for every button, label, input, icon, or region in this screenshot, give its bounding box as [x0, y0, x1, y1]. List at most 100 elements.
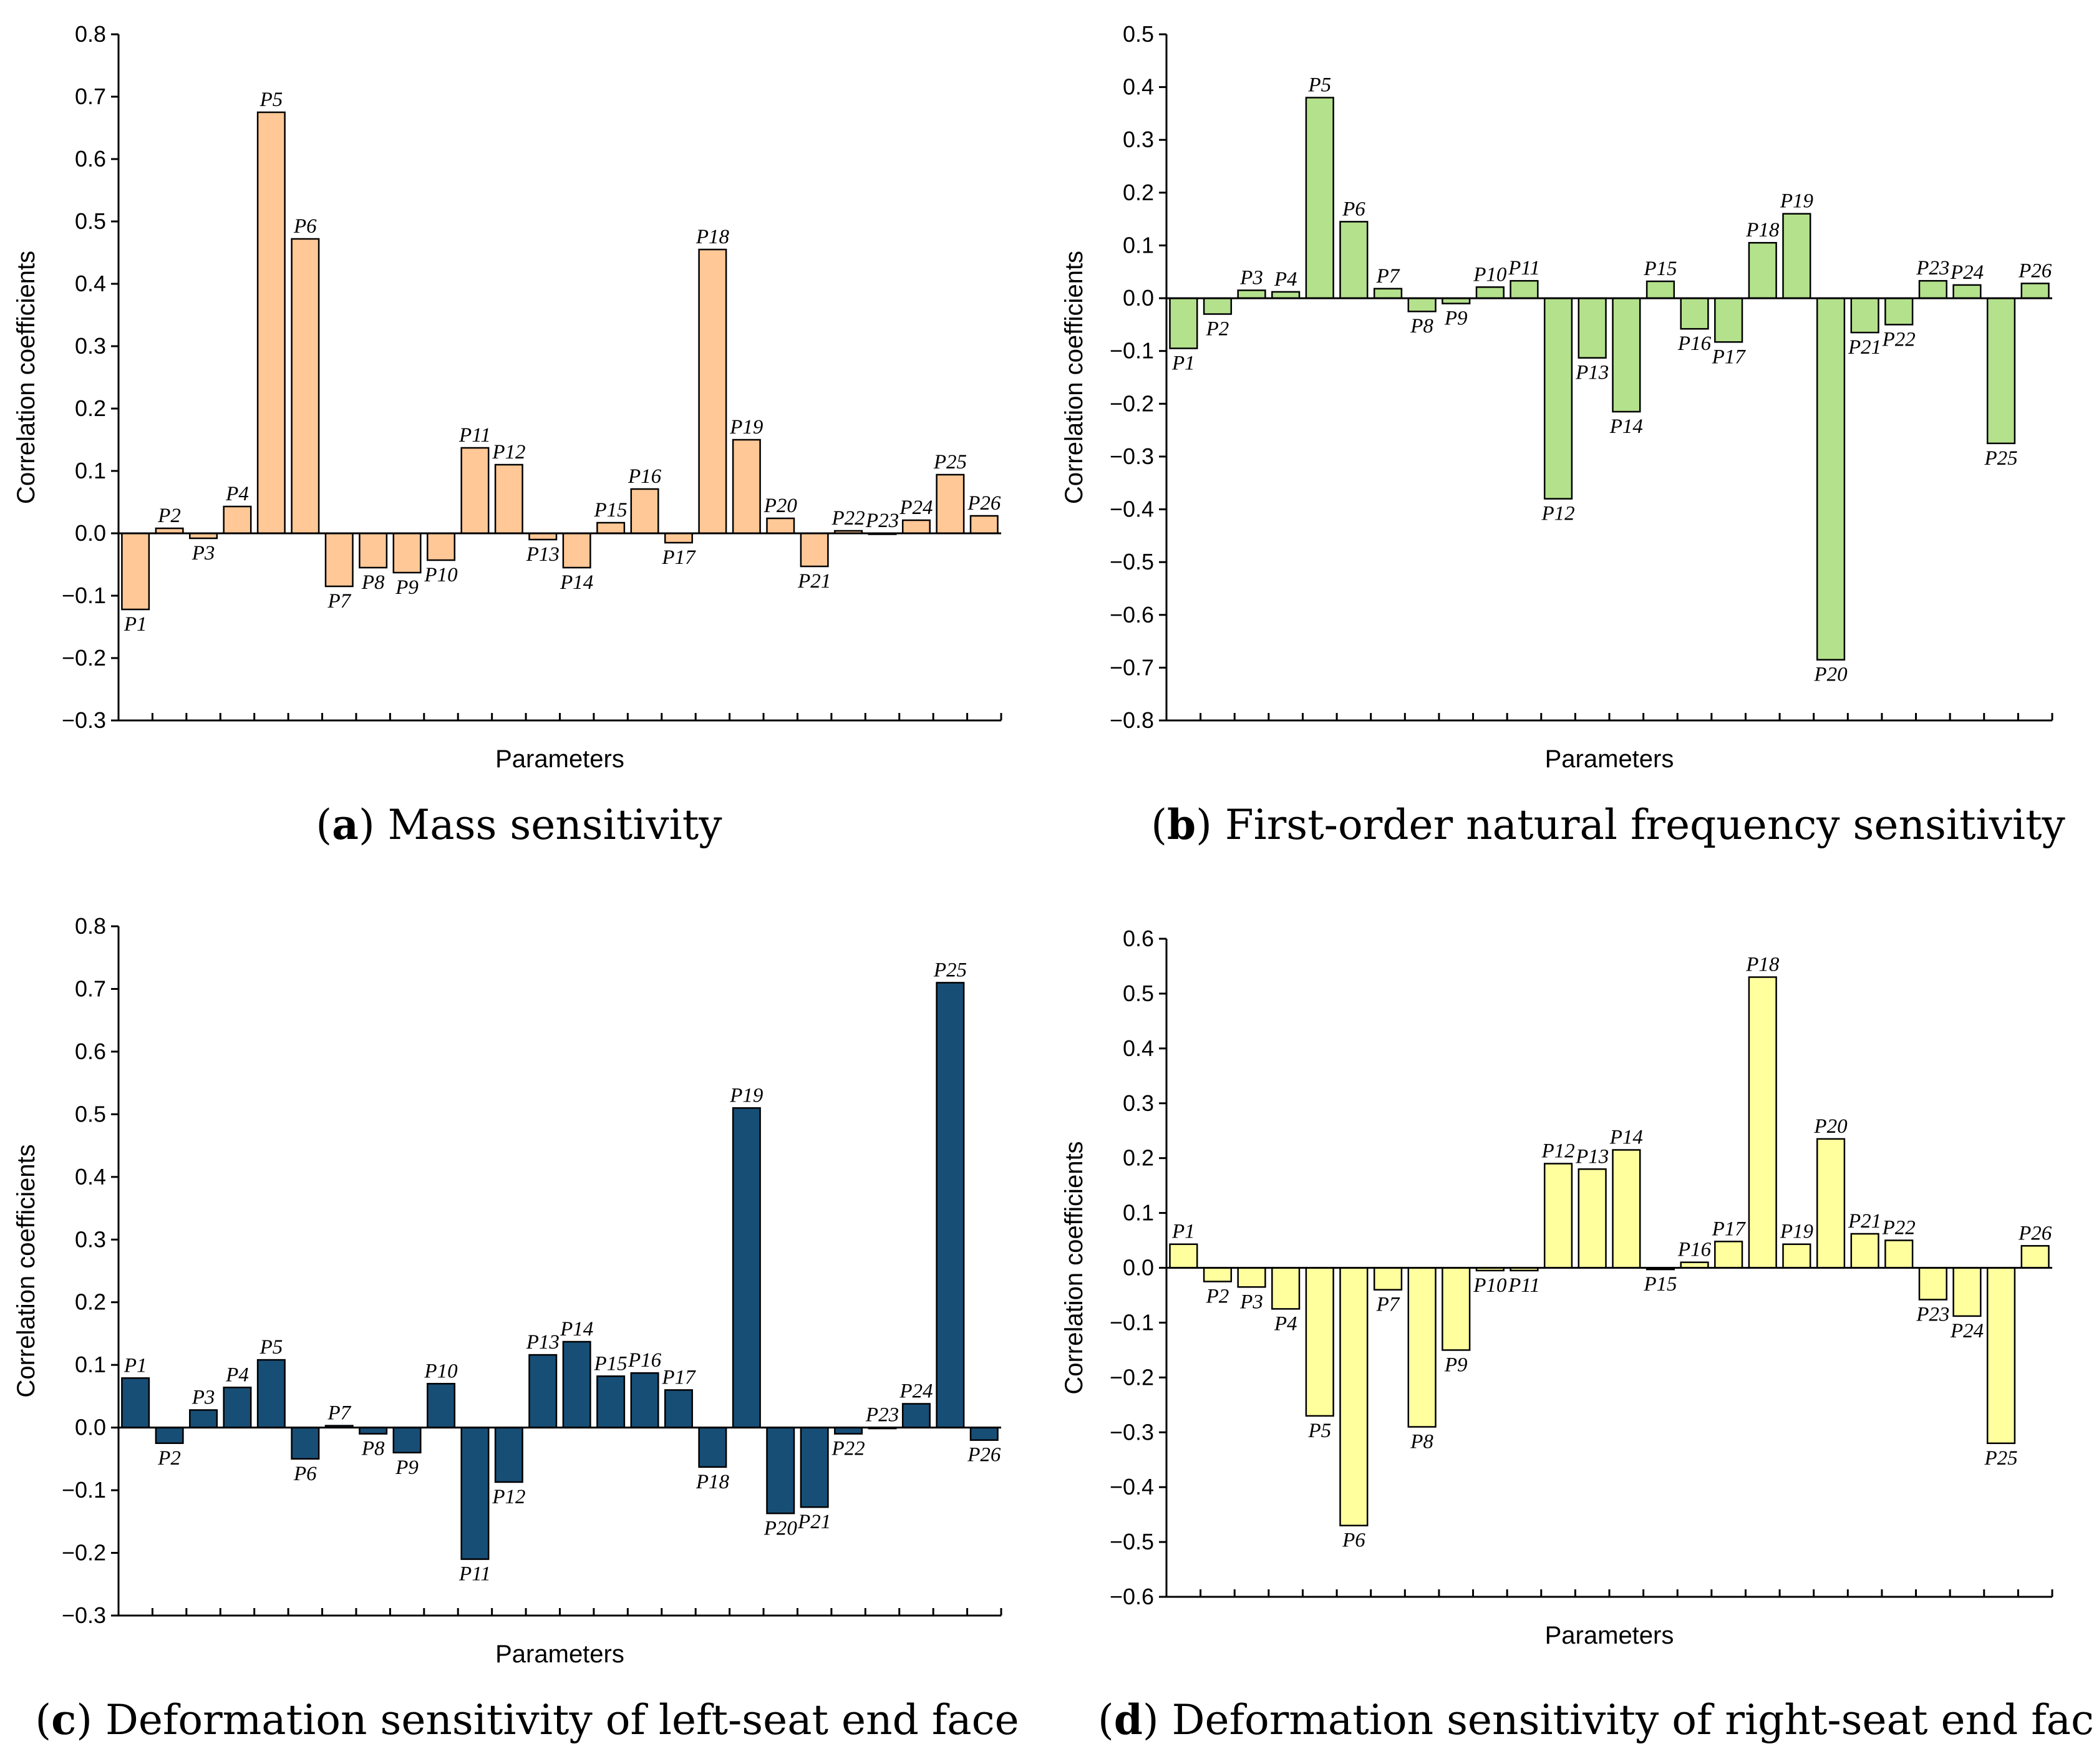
- bar-label-p5: P5: [259, 1336, 283, 1359]
- y-tick-label: 0.5: [1123, 21, 1154, 47]
- bar-p21: [1850, 297, 1879, 334]
- y-tick-label: −0.1: [1110, 1309, 1154, 1335]
- bar-label-p18: P18: [696, 1471, 730, 1493]
- bar-p5: [1305, 97, 1334, 299]
- bar-label-p18: P18: [1745, 954, 1780, 976]
- y-tick-label: 0.4: [1123, 74, 1154, 100]
- x-axis-label: Parameters: [1545, 1622, 1674, 1649]
- bar-p9: [392, 532, 422, 574]
- y-tick-label: 0.1: [75, 1352, 106, 1377]
- bar-p9: [1442, 1267, 1471, 1351]
- bar-p18: [1748, 241, 1777, 299]
- bar-p3: [189, 1409, 218, 1428]
- bar-p17: [664, 1389, 693, 1428]
- y-tick-label: 0.0: [1123, 285, 1154, 311]
- y-tick-label: −0.6: [1110, 602, 1154, 628]
- bar-label-p14: P14: [560, 1318, 593, 1340]
- bar-p26: [2020, 283, 2050, 299]
- y-tick-label: −0.7: [1110, 654, 1154, 680]
- bar-label-p26: P26: [967, 1444, 1001, 1466]
- y-tick-label: 0.3: [1123, 1090, 1154, 1116]
- y-tick-label: −0.4: [1110, 1474, 1154, 1500]
- bar-label-p8: P8: [361, 571, 385, 594]
- bar-label-p5: P5: [1307, 74, 1331, 97]
- bar-label-p24: P24: [1950, 1320, 1984, 1342]
- caption: (c) Deformation sensitivity of left-seat…: [35, 1695, 1019, 1744]
- x-axis-label: Parameters: [1545, 745, 1674, 773]
- y-tick-label: 0.5: [75, 208, 106, 234]
- bar-p14: [1612, 297, 1641, 413]
- bar-p24: [1952, 284, 1982, 299]
- bar-label-p1: P1: [124, 1354, 147, 1377]
- bar-label-p6: P6: [1342, 1529, 1365, 1552]
- bar-label-p16: P16: [628, 465, 662, 488]
- bar-p19: [1782, 213, 1811, 299]
- bar-label-p12: P12: [492, 1486, 525, 1508]
- bar-p17: [1714, 297, 1743, 343]
- bar-p25: [1986, 297, 2016, 445]
- y-tick-label: 0.2: [75, 395, 106, 421]
- bar-p23: [1918, 1267, 1947, 1301]
- bar-label-p16: P16: [1677, 332, 1712, 355]
- bar-label-p25: P25: [1984, 447, 2018, 470]
- bar-label-p9: P9: [395, 576, 419, 599]
- bar-p4: [1271, 1267, 1301, 1310]
- bar-p3: [1237, 289, 1266, 299]
- caption-paren-open: (: [35, 1696, 51, 1744]
- bar-p13: [528, 1354, 558, 1428]
- bar-p19: [732, 439, 761, 535]
- y-tick-label: 0.8: [75, 913, 106, 939]
- bar-label-p15: P15: [1643, 1273, 1677, 1296]
- bar-label-p3: P3: [1239, 1291, 1263, 1313]
- caption-paren-close: ): [1143, 1696, 1172, 1744]
- bar-label-p20: P20: [763, 495, 798, 517]
- caption-letter: a: [332, 800, 359, 849]
- y-tick-label: 0.5: [1123, 981, 1154, 1006]
- y-axis-label: Correlation coefficients: [1060, 1141, 1088, 1394]
- bar-p6: [1339, 1267, 1369, 1526]
- bar-label-p5: P5: [259, 89, 283, 111]
- bar-p24: [901, 1403, 931, 1428]
- bar-p18: [698, 248, 727, 535]
- bar-p1: [121, 532, 150, 611]
- bar-p16: [630, 488, 659, 535]
- bar-label-p26: P26: [2018, 1222, 2052, 1244]
- bar-label-p5: P5: [1307, 1420, 1331, 1442]
- y-tick-label: −0.5: [1110, 1529, 1154, 1554]
- bar-label-p14: P14: [560, 571, 593, 594]
- bar-p4: [223, 1387, 252, 1428]
- bar-label-p8: P8: [1410, 1431, 1433, 1453]
- bar-p8: [1407, 1267, 1437, 1428]
- bar-label-p1: P1: [1171, 1221, 1195, 1243]
- y-tick-label: 0.3: [75, 333, 106, 359]
- bar-p24: [901, 519, 931, 535]
- y-tick-label: 0.5: [75, 1101, 106, 1127]
- bar-p15: [596, 1375, 626, 1428]
- caption: (a) Mass sensitivity: [316, 800, 722, 849]
- y-tick-label: −0.1: [62, 583, 106, 608]
- y-axis-label: Correlation coefficients: [12, 1144, 40, 1397]
- bar-p14: [562, 532, 591, 569]
- caption-text: Deformation sensitivity of left-seat end…: [105, 1696, 1019, 1744]
- caption-letter: b: [1167, 800, 1196, 849]
- bar-label-p19: P19: [1780, 1221, 1813, 1243]
- bar-label-p10: P10: [424, 1360, 458, 1382]
- y-tick-label: 0.3: [75, 1226, 106, 1252]
- bar-label-p19: P19: [729, 1084, 763, 1107]
- bar-p12: [494, 463, 523, 535]
- bar-label-p23: P23: [865, 510, 899, 532]
- bar-p6: [291, 1427, 320, 1460]
- bar-label-p2: P2: [157, 505, 181, 527]
- caption-paren-close: ): [76, 1696, 105, 1744]
- y-tick-label: 0.2: [75, 1289, 106, 1315]
- bar-p20: [1816, 297, 1846, 661]
- bar-label-p12: P12: [1541, 1140, 1575, 1163]
- bar-p19: [732, 1107, 761, 1428]
- bar-p22: [1884, 297, 1914, 326]
- bar-label-p15: P15: [594, 1352, 628, 1375]
- bar-label-p8: P8: [361, 1438, 385, 1460]
- y-tick-label: −0.3: [62, 707, 106, 733]
- caption-text: Mass sensitivity: [388, 801, 723, 849]
